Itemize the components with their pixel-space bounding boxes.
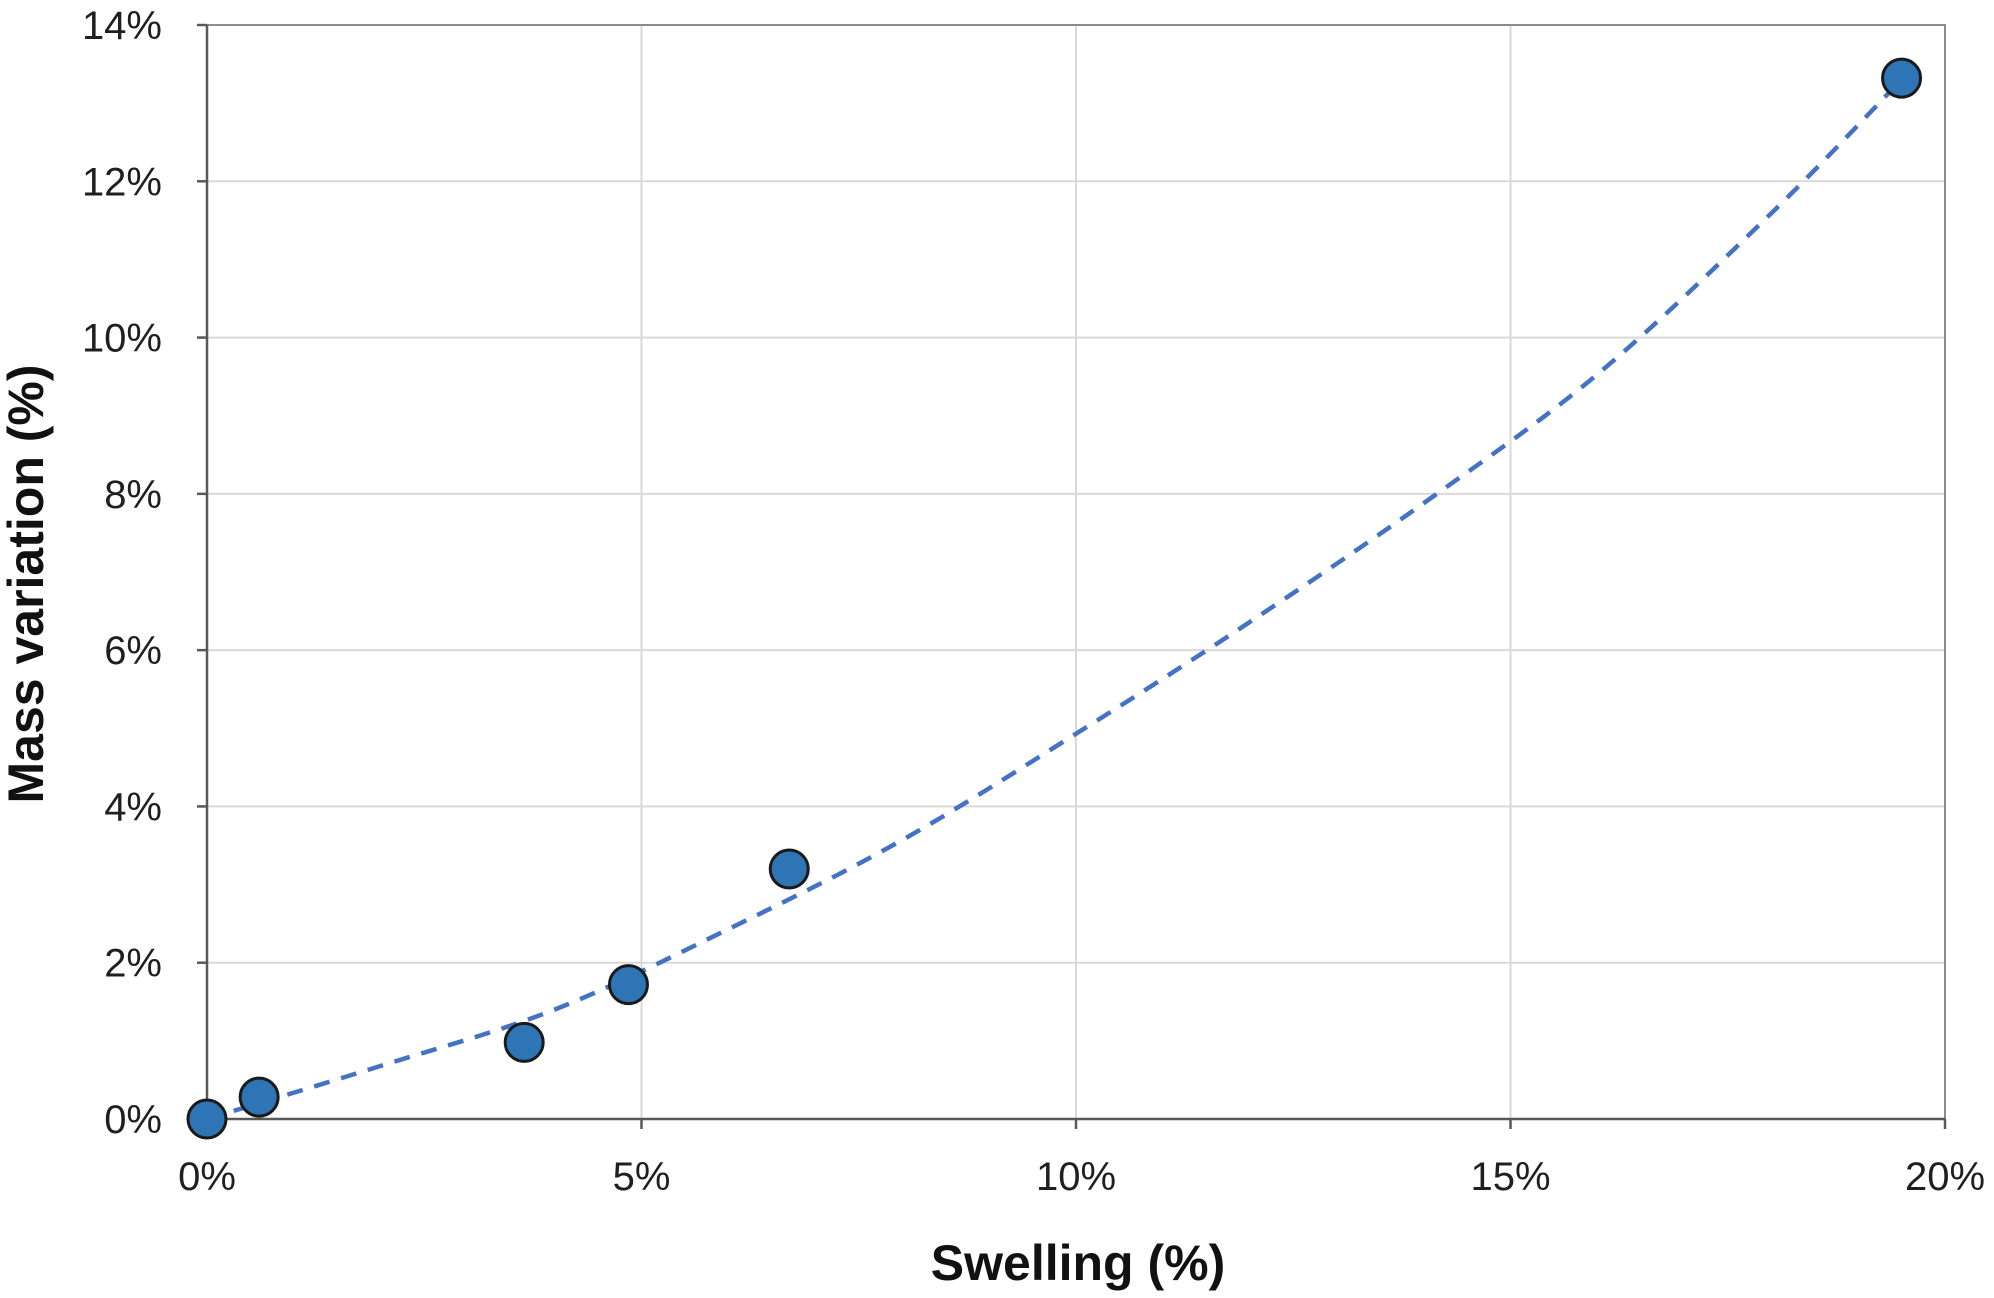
data-point xyxy=(768,848,810,890)
x-tick-label: 15% xyxy=(1470,1155,1550,1199)
x-axis-title: Swelling (%) xyxy=(931,1235,1225,1291)
data-point xyxy=(1881,57,1923,99)
x-tick-label: 0% xyxy=(178,1155,236,1199)
y-tick-label: 6% xyxy=(104,629,162,673)
data-point xyxy=(607,964,649,1006)
x-tick-labels: 0% 5% 10% 15% 20% xyxy=(178,1155,1985,1199)
y-tick-labels: 0% 2% 4% 6% 8% 10% 12% 14% xyxy=(82,4,162,1142)
data-point xyxy=(238,1076,280,1118)
x-tick-label: 5% xyxy=(613,1155,671,1199)
y-tick-label: 4% xyxy=(104,785,162,829)
y-tick-label: 14% xyxy=(82,4,162,48)
y-axis-title: Mass variation (%) xyxy=(0,364,54,803)
grid-lines xyxy=(207,25,1945,1119)
y-tick-label: 8% xyxy=(104,473,162,517)
y-tick-label: 2% xyxy=(104,942,162,986)
data-points xyxy=(186,57,1923,1140)
trendline-layer xyxy=(206,78,1904,1122)
data-point xyxy=(186,1098,228,1140)
y-tick-label: 0% xyxy=(104,1098,162,1142)
y-tick-label: 12% xyxy=(82,160,162,204)
y-tick-label: 10% xyxy=(82,317,162,361)
x-tick-label: 20% xyxy=(1905,1155,1985,1199)
x-tick-label: 10% xyxy=(1036,1155,1116,1199)
trendline xyxy=(206,78,1904,1122)
data-point xyxy=(503,1021,545,1063)
